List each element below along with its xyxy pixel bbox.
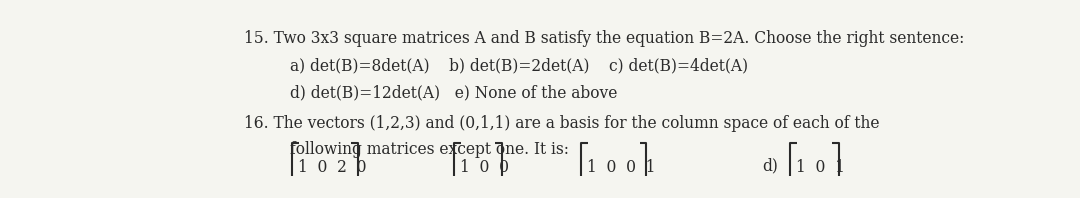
Text: 16. The vectors (1,2,3) and (0,1,1) are a basis for the column space of each of : 16. The vectors (1,2,3) and (0,1,1) are … [244, 115, 879, 132]
Text: 1  0  0  1: 1 0 0 1 [588, 159, 656, 176]
Text: 1  0  1: 1 0 1 [796, 159, 846, 176]
Text: d) det(B)=12det(A)   e) None of the above: d) det(B)=12det(A) e) None of the above [289, 85, 618, 102]
Text: 1  0  2  0: 1 0 2 0 [298, 159, 367, 176]
Text: following matrices except one. It is:: following matrices except one. It is: [289, 141, 569, 158]
Text: a) det(B)=8det(A)    b) det(B)=2det(A)    c) det(B)=4det(A): a) det(B)=8det(A) b) det(B)=2det(A) c) d… [289, 57, 748, 74]
Text: 15. Two 3x3 square matrices A and B satisfy the equation B=2A. Choose the right : 15. Two 3x3 square matrices A and B sati… [244, 30, 964, 47]
Text: d): d) [762, 158, 778, 175]
Text: 1  0  0: 1 0 0 [460, 159, 509, 176]
